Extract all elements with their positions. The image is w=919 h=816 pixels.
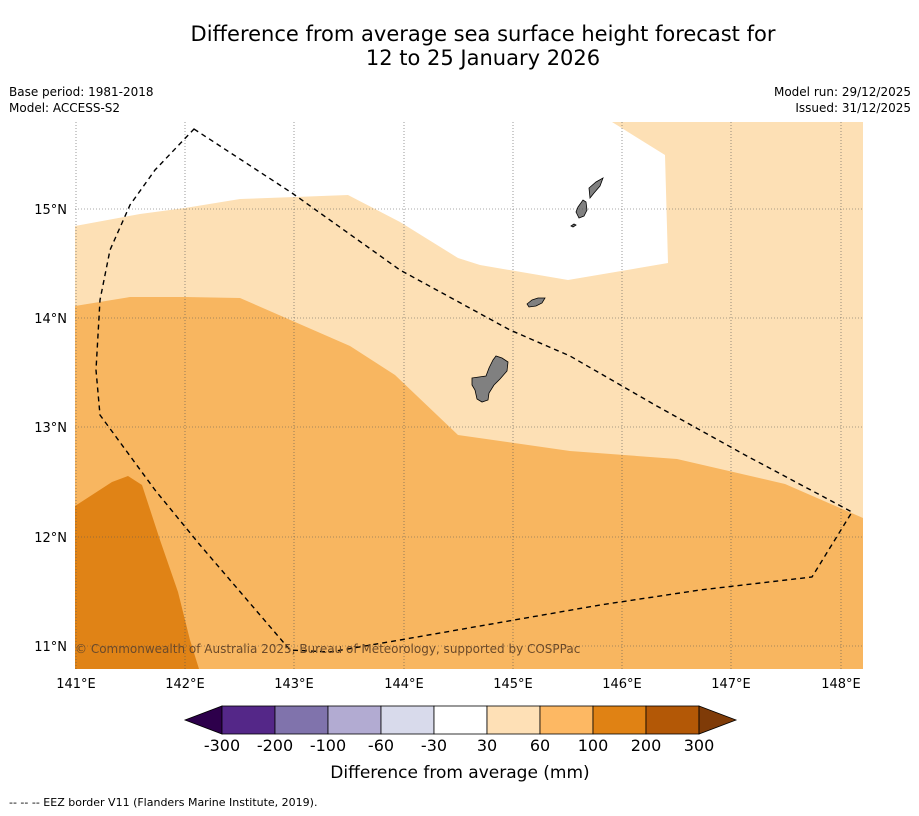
lon-label: 147°E: [711, 677, 751, 692]
colorbar-segment: [539, 705, 594, 735]
island-saipan: [588, 177, 604, 200]
map-area: © Commonwealth of Australia 2025, Bureau…: [75, 122, 863, 669]
lon-label: 146°E: [602, 677, 642, 692]
colorbar-title: Difference from average (mm): [330, 763, 589, 783]
island-aguijan: [570, 223, 577, 228]
colorbar-extend-low: [183, 705, 223, 735]
colorbar-tick: 300: [684, 736, 715, 755]
lat-label: 13°N: [34, 421, 67, 436]
eez-legend: -- -- -- EEZ border V11 (Flanders Marine…: [9, 796, 318, 809]
island-guam: [471, 355, 509, 403]
colorbar-tick: 100: [578, 736, 609, 755]
model-run: Model run: 29/12/2025: [773, 85, 911, 99]
colorbar-tick: 200: [631, 736, 662, 755]
meta-right: Model run: 29/12/2025 Issued: 31/12/2025: [774, 84, 911, 116]
band-100-200: [75, 476, 199, 669]
band-60-100: [75, 297, 863, 669]
island-rota: [526, 297, 546, 308]
copyright-notice: © Commonwealth of Australia 2025, Bureau…: [75, 642, 580, 656]
colorbar-extend-high: [698, 705, 738, 735]
title-line-2: 12 to 25 January 2026: [365, 46, 601, 70]
meta-left: Base period: 1981-2018 Model: ACCESS-S2: [9, 84, 154, 116]
colorbar-segment: [592, 705, 647, 735]
colorbar-segment: [327, 705, 382, 735]
colorbar-tick: 30: [477, 736, 497, 755]
island-tinian: [575, 199, 588, 219]
lon-label: 145°E: [493, 677, 533, 692]
chart-title: Difference from average sea surface heig…: [0, 22, 919, 70]
colorbar-tick: -30: [421, 736, 447, 755]
colorbar-tick: -200: [257, 736, 293, 755]
colorbar-segment: [380, 705, 435, 735]
lat-label: 12°N: [34, 531, 67, 546]
colorbar-segment: [221, 705, 276, 735]
lat-label: 15°N: [34, 203, 67, 218]
colorbar-segment: [433, 705, 488, 735]
title-line-1: Difference from average sea surface heig…: [190, 22, 776, 46]
lon-label: 143°E: [274, 677, 314, 692]
lat-label: 11°N: [34, 640, 67, 655]
issued-date: Issued: 31/12/2025: [795, 101, 911, 115]
lat-labels: 15°N 14°N 13°N 12°N 11°N: [34, 203, 67, 655]
eez-border: [95, 128, 853, 653]
lon-label: 141°E: [56, 677, 96, 692]
colorbar-segment: [274, 705, 329, 735]
base-period: Base period: 1981-2018: [9, 85, 154, 99]
model-name: Model: ACCESS-S2: [9, 101, 121, 115]
lon-labels: 141°E 142°E 143°E 144°E 145°E 146°E 147°…: [56, 677, 861, 692]
colorbar-tick: -100: [310, 736, 346, 755]
lon-label: 142°E: [165, 677, 205, 692]
colorbar-segment: [645, 705, 700, 735]
gridlines: [75, 122, 863, 669]
lat-label: 14°N: [34, 312, 67, 327]
colorbar-tick: -60: [368, 736, 394, 755]
colorbar-tick: 60: [530, 736, 550, 755]
colorbar-segment: [486, 705, 541, 735]
lon-label: 148°E: [821, 677, 861, 692]
colorbar-tick: -300: [204, 736, 240, 755]
lon-label: 144°E: [384, 677, 424, 692]
colorbar: -300 -200 -100 -60 -30 30 60 100 200 300…: [183, 705, 738, 783]
